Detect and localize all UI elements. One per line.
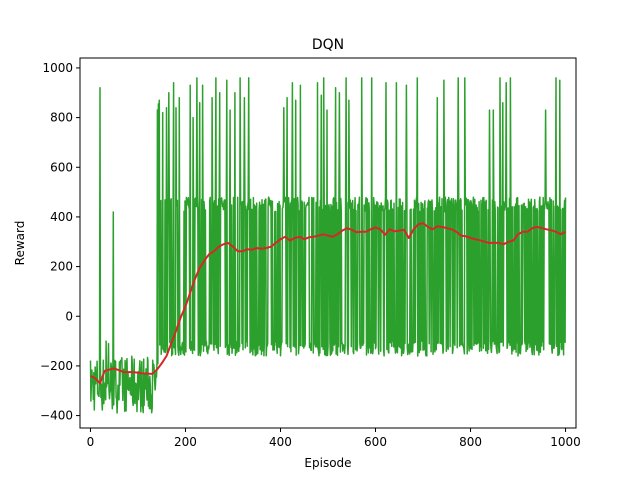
series-raw-reward-line xyxy=(89,77,567,414)
chart-title: DQN xyxy=(312,37,344,53)
y-tick-label: −200 xyxy=(40,359,73,373)
y-tick-label: 400 xyxy=(50,210,73,224)
y-axis-label: Reward xyxy=(13,221,27,266)
axes-frame xyxy=(79,57,577,429)
x-tick-label: 800 xyxy=(459,435,482,449)
y-tick-label: 0 xyxy=(65,309,73,323)
x-axis-label: Episode xyxy=(304,456,351,470)
x-axis: 0 200 400 600 800 1000 xyxy=(87,428,581,449)
y-tick-label: 600 xyxy=(50,160,73,174)
y-tick-label: 200 xyxy=(50,260,73,274)
x-tick-label: 600 xyxy=(364,435,387,449)
plot-area xyxy=(89,77,567,414)
series-moving-average-line xyxy=(90,222,566,385)
x-tick-label: 400 xyxy=(269,435,292,449)
x-tick-label: 200 xyxy=(174,435,197,449)
y-tick-label: 1000 xyxy=(42,61,73,75)
y-axis: −400 −200 0 200 400 600 800 1000 xyxy=(40,61,80,423)
y-tick-label: 800 xyxy=(50,111,73,125)
x-tick-label: 1000 xyxy=(550,435,581,449)
x-tick-label: 0 xyxy=(87,435,95,449)
y-tick-label: −400 xyxy=(40,409,73,423)
